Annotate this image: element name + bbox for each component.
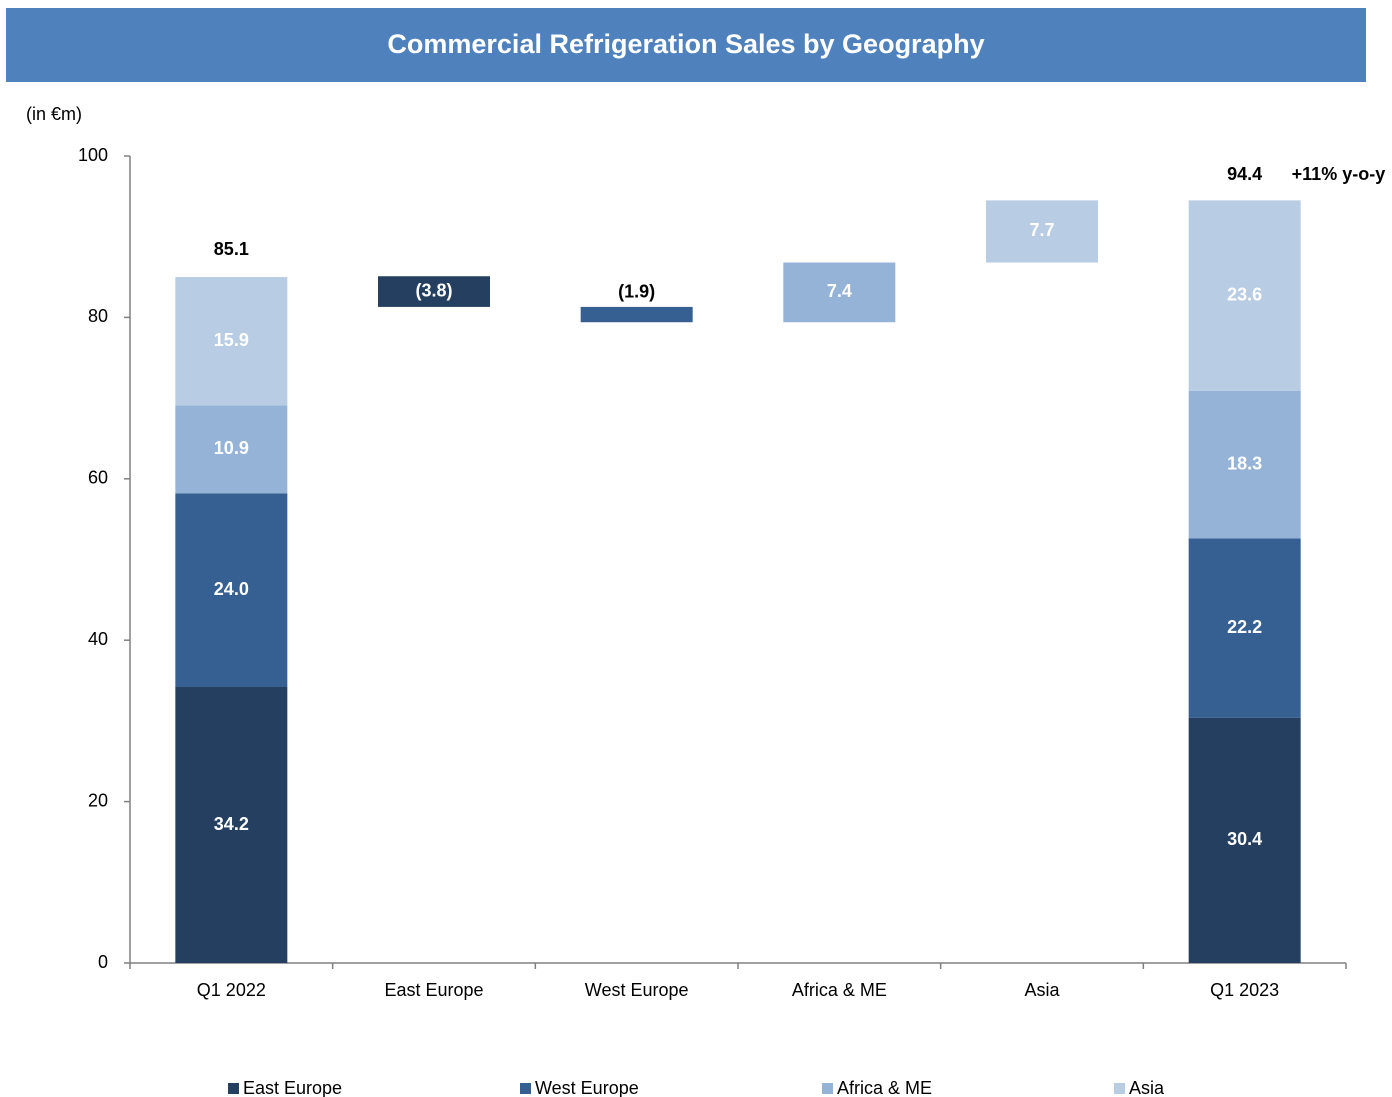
legend-label: West Europe: [535, 1078, 639, 1097]
data-label: (1.9): [618, 282, 655, 302]
data-label: 18.3: [1227, 453, 1262, 473]
legend-swatch: [520, 1083, 531, 1094]
y-tick-label: 0: [98, 952, 108, 972]
bar-segment: [378, 276, 490, 307]
data-label: 30.4: [1227, 829, 1262, 849]
chart-title: Commercial Refrigeration Sales by Geogra…: [387, 29, 984, 59]
x-tick-label: Africa & ME: [792, 980, 887, 1000]
y-tick-label: 60: [88, 468, 108, 488]
data-label: (3.8): [415, 280, 452, 300]
legend-swatch: [1114, 1083, 1125, 1094]
bar-segment: [175, 277, 288, 406]
bar-segment: [986, 200, 1098, 263]
data-label: 22.2: [1227, 617, 1262, 637]
legend-swatch: [822, 1083, 833, 1094]
x-tick-label: East Europe: [384, 980, 483, 1000]
total-label: 94.4: [1227, 164, 1262, 184]
x-tick-label: West Europe: [585, 980, 689, 1000]
legend-label: East Europe: [243, 1078, 342, 1097]
total-label: 85.1: [214, 239, 249, 259]
y-tick-label: 80: [88, 306, 108, 326]
legend-label: Africa & ME: [837, 1078, 932, 1097]
bar-segment: [1188, 717, 1301, 963]
legend-swatch: [228, 1083, 239, 1094]
y-axis-label: (in €m): [26, 104, 82, 124]
data-label: 15.9: [214, 330, 249, 350]
bar-segment: [1188, 200, 1301, 391]
data-label: 7.7: [1029, 220, 1054, 240]
x-tick-label: Asia: [1024, 980, 1060, 1000]
bar-segment: [1188, 390, 1301, 539]
bar-segment: [1188, 538, 1301, 718]
bar-segment: [580, 306, 693, 323]
title-banner: [6, 8, 1366, 82]
x-tick-label: Q1 2023: [1210, 980, 1279, 1000]
data-label: 24.0: [214, 579, 249, 599]
bar-segment: [175, 405, 288, 494]
data-label: 10.9: [214, 438, 249, 458]
legend-label: Asia: [1129, 1078, 1165, 1097]
data-label: 34.2: [214, 814, 249, 834]
bar-segment: [175, 493, 288, 688]
data-label: 23.6: [1227, 284, 1262, 304]
y-tick-label: 40: [88, 629, 108, 649]
y-tick-label: 100: [78, 145, 108, 165]
bar-segment: [783, 262, 896, 323]
y-tick-label: 20: [88, 790, 108, 810]
annotation: +11% y-o-y: [1292, 164, 1386, 184]
x-tick-label: Q1 2022: [197, 980, 266, 1000]
data-label: 7.4: [827, 281, 852, 301]
bar-segment: [175, 687, 288, 963]
